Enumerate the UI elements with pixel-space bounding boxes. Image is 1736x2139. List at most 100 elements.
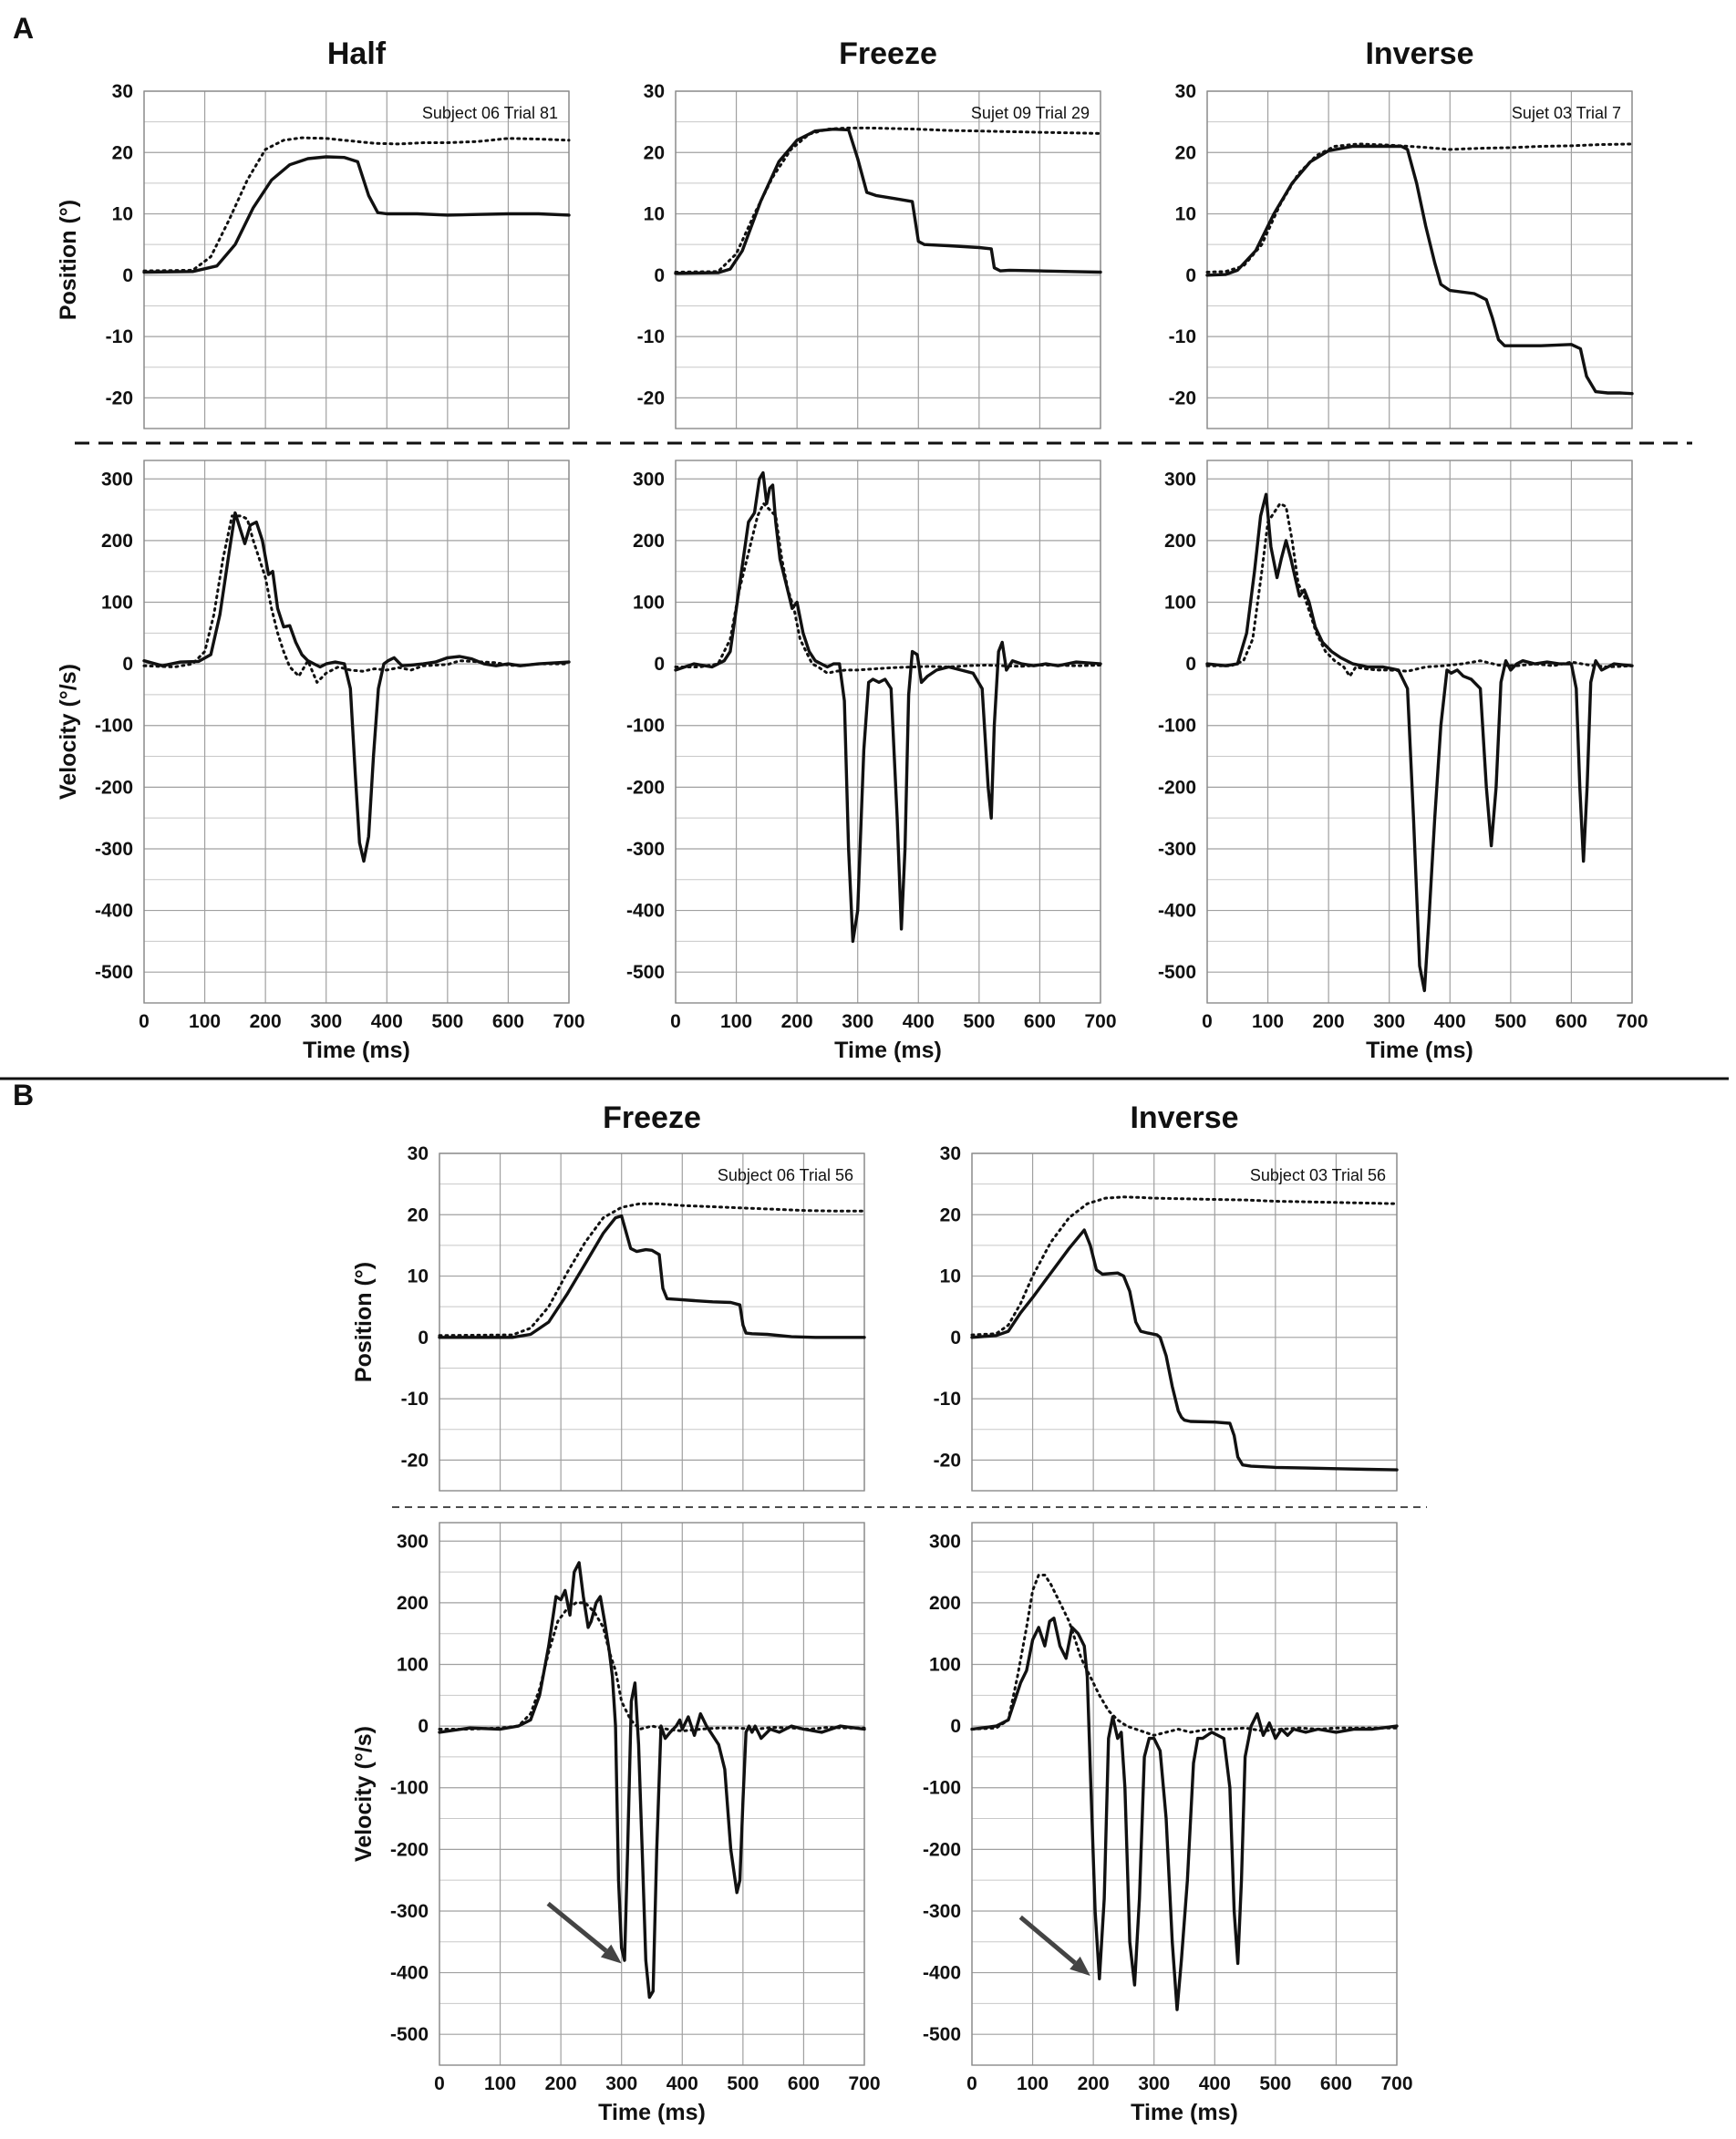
y-tick-label: -500 <box>390 2024 429 2045</box>
series-line-dotted <box>970 1574 1399 1737</box>
y-tick-label: 300 <box>929 1531 961 1552</box>
y-tick-label: -20 <box>106 388 133 408</box>
y-tick-label: -100 <box>923 1778 961 1799</box>
chart-a-inverse-velocity: -500 -400 -300 -200 -100 0 100 200 300 0 100 200 300… <box>1158 460 1648 1063</box>
y-tick-label: -300 <box>95 839 133 860</box>
series-line-dotted <box>438 1202 866 1338</box>
y-tick-label: -400 <box>1158 901 1196 922</box>
arrow-head <box>600 1944 622 1964</box>
y-tick-label: 300 <box>633 469 665 490</box>
series-line-dotted <box>142 514 571 684</box>
x-tick-label: 500 <box>963 1011 995 1032</box>
x-tick-label: 600 <box>1320 2073 1352 2094</box>
x-tick-label: 200 <box>781 1011 813 1032</box>
y-tick-label: 100 <box>929 1655 961 1676</box>
y-tick-label: 0 <box>122 654 133 675</box>
trial-annotation: Subject 03 Trial 56 <box>1250 1166 1386 1184</box>
x-tick-label: 200 <box>1313 1011 1345 1032</box>
x-tick-label: 0 <box>1202 1011 1213 1032</box>
x-tick-label: 700 <box>1084 1011 1116 1032</box>
y-tick-label: -500 <box>95 962 133 983</box>
y-tick-label: -300 <box>1158 839 1196 860</box>
y-tick-label: 300 <box>397 1531 429 1552</box>
x-tick-label: 400 <box>371 1011 403 1032</box>
y-tick-label: 20 <box>940 1204 961 1225</box>
panel-label-b: B <box>13 1079 34 1111</box>
x-tick-label: 100 <box>1252 1011 1284 1032</box>
y-tick-label: 30 <box>112 81 133 102</box>
y-tick-label: -20 <box>401 1450 429 1471</box>
y-tick-label: -200 <box>626 777 665 798</box>
minor-grid <box>972 1571 1397 2066</box>
y-tick-label: -100 <box>390 1778 429 1799</box>
y-tick-label: 0 <box>1185 654 1196 675</box>
x-tick-label: 600 <box>1024 1011 1056 1032</box>
y-axis-title: Position (°) <box>56 200 81 320</box>
series-line-solid <box>438 1214 866 1339</box>
y-tick-label: -500 <box>923 2024 961 2045</box>
y-tick-label: -400 <box>923 1963 961 1984</box>
y-tick-label: -500 <box>1158 962 1196 983</box>
y-tick-label: -400 <box>390 1963 429 1984</box>
x-tick-label: 0 <box>434 2073 445 2094</box>
x-axis-title: Time (ms) <box>1131 2100 1238 2125</box>
x-tick-label: 400 <box>1199 2073 1231 2094</box>
panel-label-a: A <box>13 12 34 45</box>
x-tick-label: 300 <box>1138 2073 1170 2094</box>
series-line-solid <box>142 511 571 863</box>
x-axis-title: Time (ms) <box>1366 1038 1473 1063</box>
trial-annotation: Sujet 03 Trial 7 <box>1512 104 1621 122</box>
y-tick-label: -500 <box>626 962 665 983</box>
y-tick-label: 200 <box>101 531 133 552</box>
y-tick-label: -100 <box>1158 716 1196 737</box>
y-tick-label: 300 <box>1164 469 1196 490</box>
trial-annotation: Sujet 09 Trial 29 <box>971 104 1090 122</box>
series-line-solid <box>1205 492 1634 993</box>
y-tick-label: -200 <box>923 1839 961 1860</box>
y-tick-label: 0 <box>418 1328 429 1348</box>
x-axis-title: Time (ms) <box>303 1038 410 1063</box>
y-tick-label: -400 <box>626 901 665 922</box>
y-tick-label: 30 <box>644 81 665 102</box>
chart-a-half-position: -20 -10 0 10 20 30 Position (°) Subject 06 Tria… <box>56 81 571 429</box>
trial-annotation: Subject 06 Trial 56 <box>718 1166 853 1184</box>
plot-frame <box>1206 460 1633 1004</box>
y-tick-label: -10 <box>106 326 133 347</box>
y-tick-label: -20 <box>1169 388 1196 408</box>
y-tick-label: 0 <box>418 1716 429 1737</box>
x-tick-label: 200 <box>250 1011 282 1032</box>
y-tick-label: -10 <box>637 326 665 347</box>
plot-frame <box>971 1522 1398 2066</box>
y-tick-label: -100 <box>95 716 133 737</box>
column-title-b-inverse: Inverse <box>1130 1100 1238 1135</box>
x-tick-label: 300 <box>842 1011 873 1032</box>
y-tick-label: 30 <box>1175 81 1196 102</box>
y-tick-label: -300 <box>923 1901 961 1922</box>
x-tick-label: 400 <box>666 2073 698 2094</box>
series-line-solid <box>142 155 571 274</box>
y-tick-label: 20 <box>112 142 133 163</box>
y-tick-label: 10 <box>644 204 665 225</box>
minor-grid <box>1207 121 1632 429</box>
y-tick-label: 200 <box>397 1593 429 1614</box>
trial-annotation: Subject 06 Trial 81 <box>422 104 558 122</box>
y-tick-label: 20 <box>408 1204 429 1225</box>
series-line-solid <box>674 470 1102 944</box>
y-tick-label: -100 <box>626 716 665 737</box>
x-tick-label: 500 <box>727 2073 759 2094</box>
y-tick-label: 0 <box>1185 265 1196 286</box>
series-line-solid <box>674 127 1102 275</box>
y-tick-label: 30 <box>940 1143 961 1164</box>
x-tick-label: 300 <box>310 1011 342 1032</box>
saccade-arrow <box>1018 1915 1090 1976</box>
x-tick-label: 600 <box>788 2073 820 2094</box>
x-tick-label: 400 <box>1434 1011 1466 1032</box>
plot-frame <box>439 1522 865 2066</box>
x-tick-label: 500 <box>431 1011 463 1032</box>
y-tick-label: 20 <box>644 142 665 163</box>
plot-frame <box>143 460 570 1004</box>
x-tick-label: 100 <box>189 1011 221 1032</box>
arrow-shaft <box>1018 1915 1077 1965</box>
y-tick-label: 300 <box>101 469 133 490</box>
